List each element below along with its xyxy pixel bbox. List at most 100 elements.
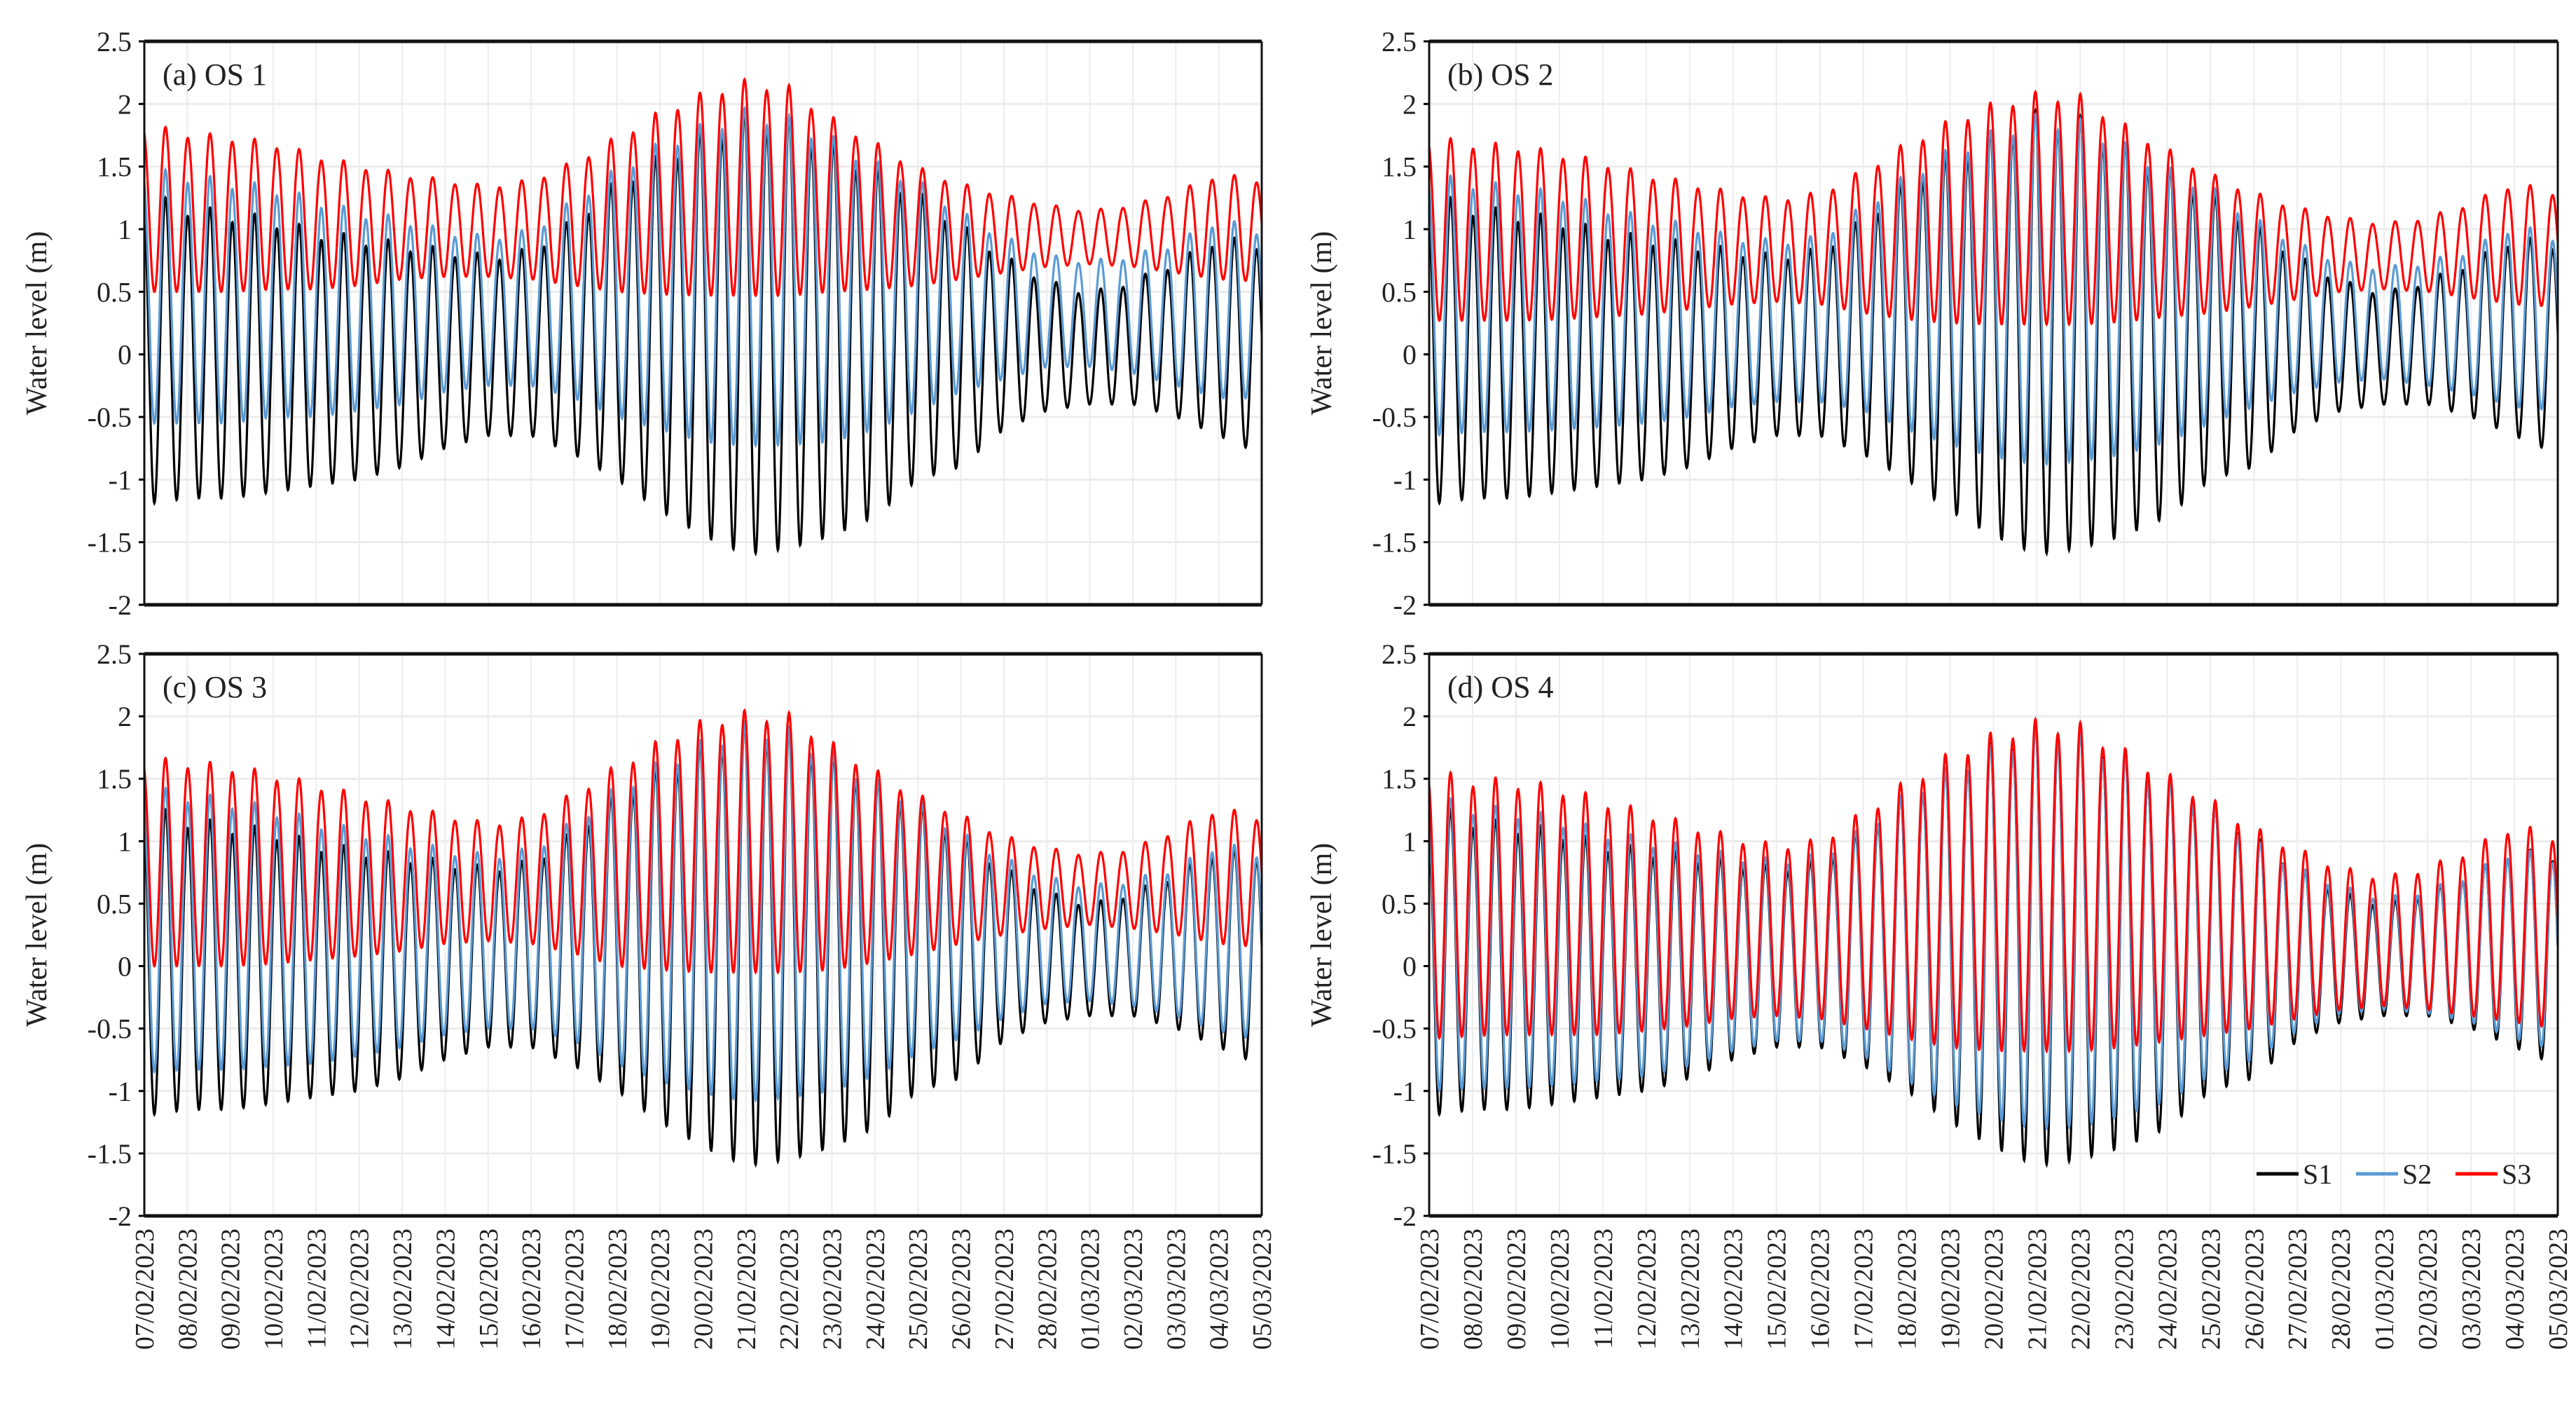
y-tick-label: -1.5: [88, 527, 132, 559]
series-line-s3: [143, 77, 1263, 298]
y-axis-label: Water level (m): [21, 843, 53, 1027]
legend-item-s2: S2: [2356, 1158, 2432, 1190]
x-tick-label: 13/02/2023: [388, 1229, 418, 1350]
y-axis-label: Water level (m): [1306, 231, 1338, 415]
series-line-s2: [143, 720, 1263, 1103]
x-tick-label: 03/03/2023: [1162, 1229, 1191, 1350]
y-tick-label: -0.5: [1372, 1013, 1417, 1045]
x-tick-label: 20/02/2023: [689, 1229, 719, 1350]
y-tick-label: 0: [1403, 339, 1417, 371]
y-tick-label: 0.5: [97, 888, 132, 919]
x-tick-label: 22/02/2023: [2066, 1229, 2095, 1350]
x-tick-label: 03/03/2023: [2457, 1229, 2486, 1350]
x-tick-label: 28/02/2023: [1033, 1229, 1062, 1350]
x-tick-label: 01/03/2023: [1076, 1229, 1106, 1350]
x-tick-label: 24/02/2023: [861, 1229, 890, 1350]
y-axis-label: Water level (m): [21, 231, 53, 415]
series-line-s3: [1428, 90, 2559, 327]
y-tick-label: 0.5: [1382, 276, 1417, 308]
y-tick-label: 0.5: [97, 276, 132, 308]
y-tick-label: -2: [109, 589, 132, 621]
x-tick-label: 17/02/2023: [560, 1229, 589, 1350]
x-tick-label: 04/03/2023: [2500, 1229, 2530, 1350]
panel-2: 2.5 2 1.5 1 0.5 0 -0.5 -1 -1.5 -2 (b) OS 2 Water le…: [1306, 26, 2559, 621]
x-tick-label: 25/02/2023: [904, 1229, 933, 1350]
x-tick-label: 14/02/2023: [1719, 1229, 1749, 1350]
x-tick-label: 09/02/2023: [216, 1229, 246, 1350]
x-tick-label: 25/02/2023: [2196, 1229, 2226, 1350]
x-tick-label: 12/02/2023: [1632, 1229, 1662, 1350]
y-tick-label: 2: [1403, 701, 1417, 732]
x-tick-label: 21/02/2023: [732, 1229, 762, 1350]
panel-title: (d) OS 4: [1447, 670, 1554, 704]
x-tick-label: 21/02/2023: [2023, 1229, 2052, 1350]
panel-1: 2.5 2 1.5 1 0.5 0 -0.5 -1 -1.5 -2 (a) OS 1 Water le…: [21, 26, 1263, 621]
y-tick-label: 0.5: [1382, 888, 1417, 919]
y-tick-label: -0.5: [88, 1013, 132, 1045]
legend-item-s3: S3: [2456, 1158, 2531, 1190]
x-tick-label: 27/02/2023: [2283, 1229, 2313, 1350]
y-tick-label: 1: [118, 826, 132, 857]
x-tick-label: 19/02/2023: [646, 1229, 675, 1350]
y-tick-label: 1.5: [97, 763, 132, 795]
x-tick-label: 17/02/2023: [1850, 1229, 1879, 1350]
y-tick-label: 1.5: [1382, 763, 1417, 795]
x-tick-label: 09/02/2023: [1502, 1229, 1531, 1350]
y-tick-label: -1: [109, 1076, 132, 1107]
series-line-s2: [1428, 111, 2559, 467]
panel-3: 2.5 2 1.5 1 0.5 0 -0.5 -1 -1.5 -2 (c) OS 3 Water le…: [21, 638, 1277, 1350]
y-tick-label: -1.5: [1372, 1138, 1417, 1170]
y-tick-label: -0.5: [1372, 402, 1417, 433]
y-tick-label: 2: [118, 701, 132, 732]
x-tick-label: 18/02/2023: [1893, 1229, 1922, 1350]
y-tick-label: 2.5: [97, 26, 132, 57]
legend-label: S2: [2402, 1158, 2432, 1190]
y-tick-label: -1.5: [1372, 527, 1417, 559]
x-tick-label: 27/02/2023: [990, 1229, 1019, 1350]
y-tick-label: 1.5: [1382, 151, 1417, 183]
y-tick-label: 2.5: [1382, 26, 1417, 57]
x-tick-label: 26/02/2023: [947, 1229, 977, 1350]
x-tick-label: 11/02/2023: [302, 1229, 331, 1349]
x-tick-label: 12/02/2023: [345, 1229, 375, 1350]
y-tick-label: -1.5: [88, 1138, 132, 1170]
y-tick-label: -1: [1393, 1076, 1417, 1107]
y-tick-label: -0.5: [88, 402, 132, 433]
x-tick-label: 19/02/2023: [1936, 1229, 1966, 1350]
y-tick-label: 2: [118, 88, 132, 120]
y-tick-label: 1: [1403, 826, 1417, 857]
y-tick-label: -2: [1393, 1200, 1417, 1232]
x-tick-label: 10/02/2023: [1545, 1229, 1575, 1350]
x-tick-label: 26/02/2023: [2240, 1229, 2269, 1350]
y-tick-label: 2.5: [97, 638, 132, 670]
x-tick-label: 20/02/2023: [1980, 1229, 2009, 1350]
x-tick-label: 11/02/2023: [1589, 1229, 1618, 1349]
x-tick-label: 14/02/2023: [431, 1229, 460, 1350]
x-tick-label: 23/02/2023: [818, 1229, 848, 1350]
x-tick-label: 07/02/2023: [130, 1229, 160, 1350]
y-tick-label: 0: [118, 951, 132, 983]
x-tick-label: 07/02/2023: [1415, 1229, 1445, 1350]
x-tick-label: 15/02/2023: [474, 1229, 504, 1350]
panel-title: (c) OS 3: [163, 670, 267, 704]
x-tick-label: 08/02/2023: [173, 1229, 202, 1350]
y-tick-label: 0: [1403, 951, 1417, 983]
legend-label: S3: [2502, 1158, 2531, 1190]
y-tick-label: -1: [1393, 464, 1417, 495]
x-tick-label: 24/02/2023: [2153, 1229, 2182, 1350]
y-tick-label: 2.5: [1382, 638, 1417, 670]
x-tick-label: 04/03/2023: [1205, 1229, 1234, 1350]
x-tick-label: 22/02/2023: [775, 1229, 804, 1350]
x-tick-label: 01/03/2023: [2370, 1229, 2399, 1350]
panel-title: (b) OS 2: [1447, 57, 1554, 92]
series-line-s3: [1428, 716, 2559, 1054]
y-tick-label: 1.5: [97, 151, 132, 183]
x-tick-label: 23/02/2023: [2109, 1229, 2139, 1350]
y-tick-label: -2: [1393, 589, 1417, 621]
panel-4: 2.5 2 1.5 1 0.5 0 -0.5 -1 -1.5 -2 (d) OS 4 Water le…: [1306, 638, 2573, 1350]
x-tick-label: 05/03/2023: [1248, 1229, 1277, 1350]
legend-item-s1: S1: [2257, 1158, 2332, 1190]
x-tick-label: 16/02/2023: [517, 1229, 546, 1350]
series-line-s3: [143, 708, 1263, 975]
